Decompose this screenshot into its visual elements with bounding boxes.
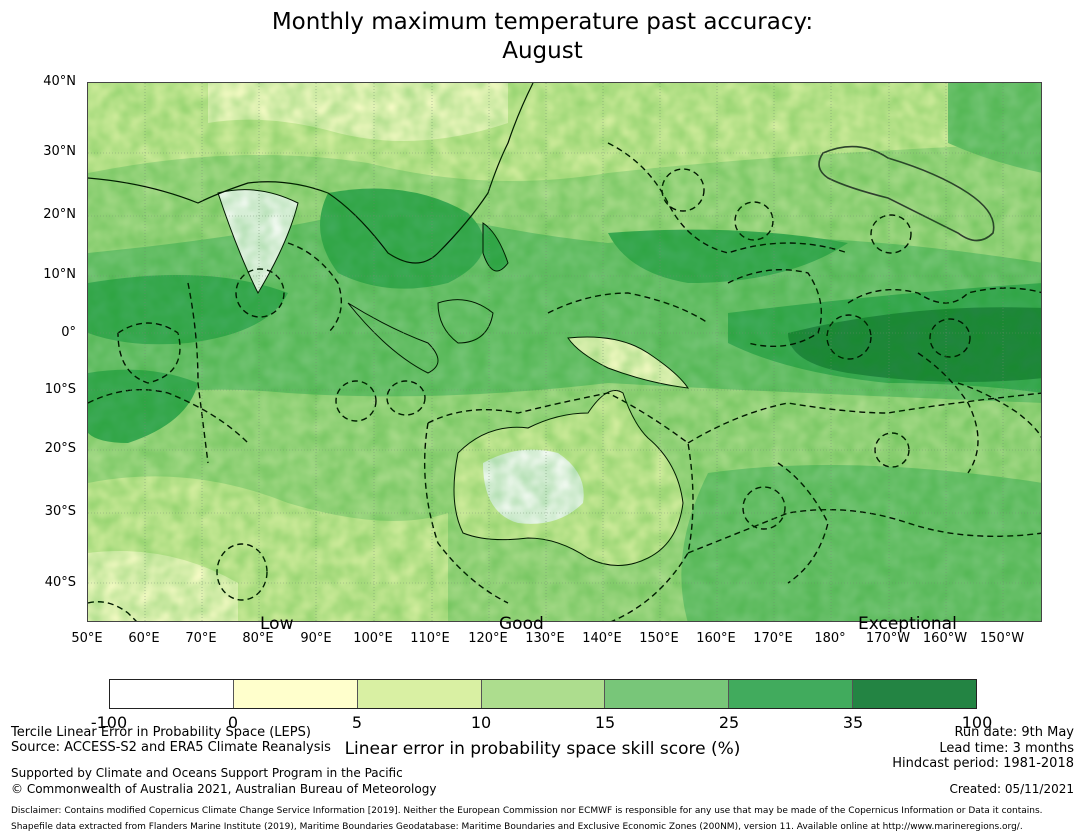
colorbar-tick: 5 <box>351 713 363 732</box>
colorbar-swatch <box>605 680 730 708</box>
colorbar-tick: -100 <box>90 713 128 732</box>
lon-label: 80°E <box>242 631 274 646</box>
skill-map <box>87 82 1042 622</box>
colorbar-swatch <box>481 680 606 708</box>
colorbar-tick: 100 <box>961 713 993 732</box>
lat-label: 30°N <box>43 144 76 159</box>
lon-label: 90°E <box>300 631 332 646</box>
hindcast-period: Hindcast period: 1981-2018 <box>892 756 1074 771</box>
lon-label: 70°E <box>185 631 217 646</box>
colorbar-swatch <box>110 680 234 708</box>
created-date: Created: 05/11/2021 <box>949 782 1074 796</box>
lon-label: 160°E <box>696 631 736 646</box>
colorbar-swatch <box>357 680 482 708</box>
lon-label: 160°W <box>922 631 968 646</box>
lon-label: 180° <box>814 631 846 646</box>
lon-label: 170°E <box>753 631 793 646</box>
map-canvas <box>88 83 1041 621</box>
colorbar-tick: 0 <box>227 713 239 732</box>
lon-label: 100°E <box>353 631 393 646</box>
class-label-exceptional: Exceptional <box>858 614 957 634</box>
lat-label: 10°S <box>44 382 76 397</box>
colorbar-tick: 25 <box>718 713 740 732</box>
lon-label: 150°W <box>979 631 1025 646</box>
support-text: Supported by Climate and Oceans Support … <box>11 766 403 780</box>
lon-label: 50°E <box>71 631 103 646</box>
colorbar-swatch <box>729 680 854 708</box>
colorbar-label: Linear error in probability space skill … <box>344 739 741 759</box>
run-date: Run date: 9th May <box>954 725 1074 740</box>
colorbar-tick: 35 <box>842 713 864 732</box>
lon-label: 150°E <box>639 631 679 646</box>
lon-label: 170°W <box>865 631 911 646</box>
lat-label: 30°S <box>44 504 76 519</box>
copyright-text: © Commonwealth of Australia 2021, Austra… <box>11 782 437 796</box>
disclaimer-text: Disclaimer: Contains modified Copernicus… <box>11 806 1043 816</box>
lon-label: 130°E <box>525 631 565 646</box>
method-text: Tercile Linear Error in Probability Spac… <box>11 725 311 740</box>
class-label-low: Low <box>260 614 294 634</box>
lon-label: 140°E <box>582 631 622 646</box>
lat-label: 20°S <box>44 441 76 456</box>
page-title: Monthly maximum temperature past accurac… <box>0 8 1085 66</box>
colorbar <box>109 679 977 709</box>
colorbar-tick: 15 <box>594 713 616 732</box>
lat-label: 20°N <box>43 207 76 222</box>
lat-label: 40°N <box>43 74 76 89</box>
title-line-2: August <box>502 38 583 64</box>
lead-time: Lead time: 3 months <box>939 741 1074 756</box>
lat-label: 0° <box>61 325 76 340</box>
source-text: Source: ACCESS-S2 and ERA5 Climate Reana… <box>11 740 331 755</box>
lon-label: 120°E <box>468 631 508 646</box>
class-label-good: Good <box>499 614 544 634</box>
lat-label: 10°N <box>43 267 76 282</box>
colorbar-swatch <box>853 680 977 708</box>
colorbar-swatch <box>233 680 358 708</box>
title-line-1: Monthly maximum temperature past accurac… <box>271 9 814 35</box>
texture-overlay <box>88 83 1041 621</box>
lon-label: 110°E <box>410 631 450 646</box>
shapefile-text: Shapefile data extracted from Flanders M… <box>11 822 1023 832</box>
lat-label: 40°S <box>44 575 76 590</box>
colorbar-tick: 10 <box>470 713 492 732</box>
lon-label: 60°E <box>128 631 160 646</box>
